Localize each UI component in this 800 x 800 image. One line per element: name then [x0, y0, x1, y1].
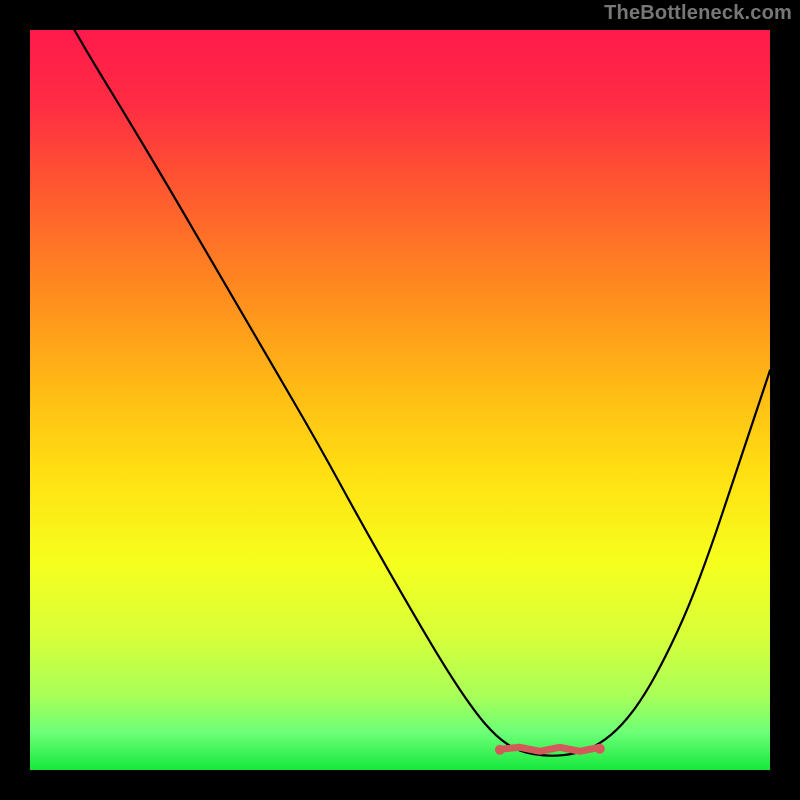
watermark-text: TheBottleneck.com	[604, 2, 792, 25]
optimal-range-marker	[500, 747, 600, 751]
chart-svg	[30, 30, 770, 770]
optimal-range-endpoint	[595, 744, 605, 754]
optimal-range-endpoint	[495, 745, 505, 755]
chart-container: TheBottleneck.com	[0, 0, 800, 800]
